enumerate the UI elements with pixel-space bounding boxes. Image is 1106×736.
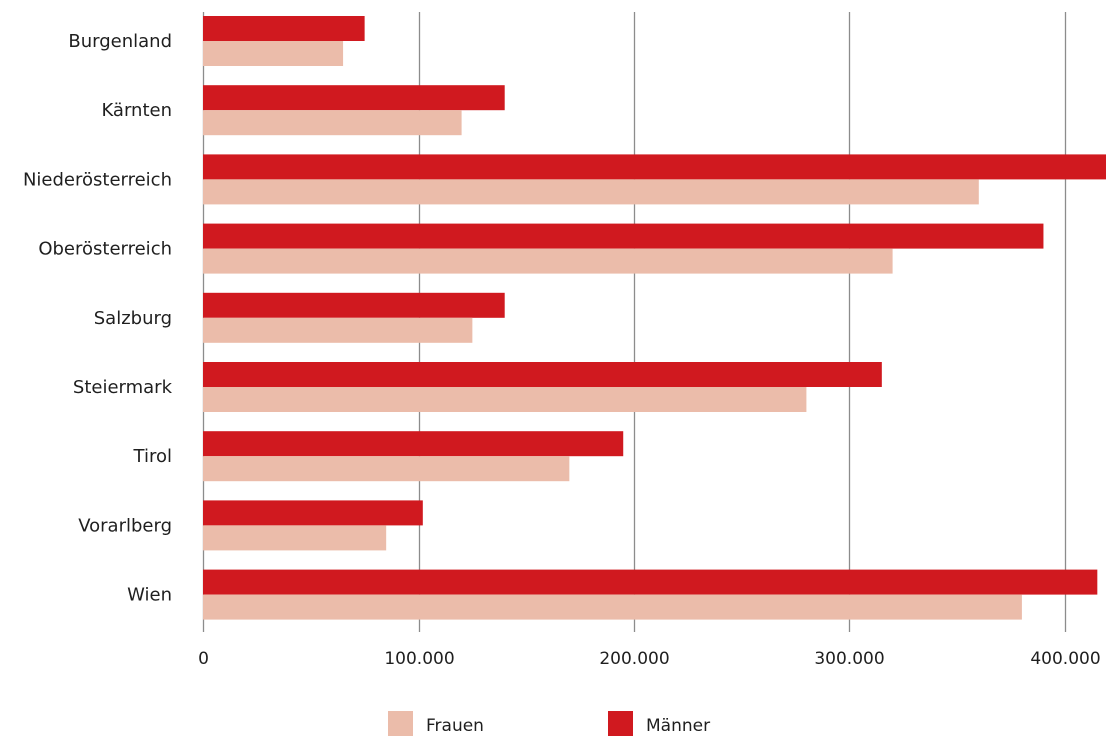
category-label: Kärnten [101, 100, 172, 121]
category-label: Oberösterreich [38, 239, 172, 260]
category-label: Niederösterreich [23, 169, 172, 190]
bar-frauen [203, 387, 807, 412]
category-label: Vorarlberg [78, 515, 172, 536]
category-label: Steiermark [73, 377, 173, 398]
bar-frauen [203, 248, 893, 274]
bar-frauen [203, 179, 979, 205]
bar-maenner [203, 500, 423, 526]
x-axis-tick-labels: 0 100.000 200.000 300.000 400.000 [198, 649, 1101, 669]
category-label: Wien [127, 585, 172, 606]
category-label: Salzburg [94, 308, 172, 329]
bar-maenner [203, 16, 365, 41]
bar-frauen [203, 41, 344, 66]
x-tick-label: 100.000 [384, 649, 454, 669]
bar-maenner [203, 431, 624, 457]
legend-swatch-maenner [608, 711, 633, 736]
category-label: Burgenland [68, 31, 172, 52]
x-tick-label: 300.000 [814, 649, 884, 669]
bar-frauen [203, 317, 473, 343]
bars [203, 16, 1106, 620]
bar-maenner [203, 569, 1098, 595]
legend-swatch-frauen [388, 711, 413, 736]
x-tick-label: 200.000 [599, 649, 669, 669]
bar-frauen [203, 456, 570, 482]
bar-frauen [203, 110, 462, 136]
bar-maenner [203, 223, 1044, 249]
legend: Frauen Männer [388, 711, 710, 736]
bar-maenner [203, 154, 1106, 180]
bar-frauen [203, 594, 1022, 620]
bar-frauen [203, 525, 387, 551]
x-tick-label: 0 [198, 649, 209, 669]
legend-label-frauen: Frauen [426, 716, 484, 736]
category-labels: Burgenland Kärnten Niederösterreich Oberöst… [23, 31, 173, 606]
bar-maenner [203, 85, 505, 111]
bar-maenner [203, 362, 882, 387]
legend-label-maenner: Männer [646, 716, 710, 736]
category-label: Tirol [133, 446, 172, 467]
bar-maenner [203, 292, 505, 318]
x-tick-label: 400.000 [1030, 649, 1100, 669]
